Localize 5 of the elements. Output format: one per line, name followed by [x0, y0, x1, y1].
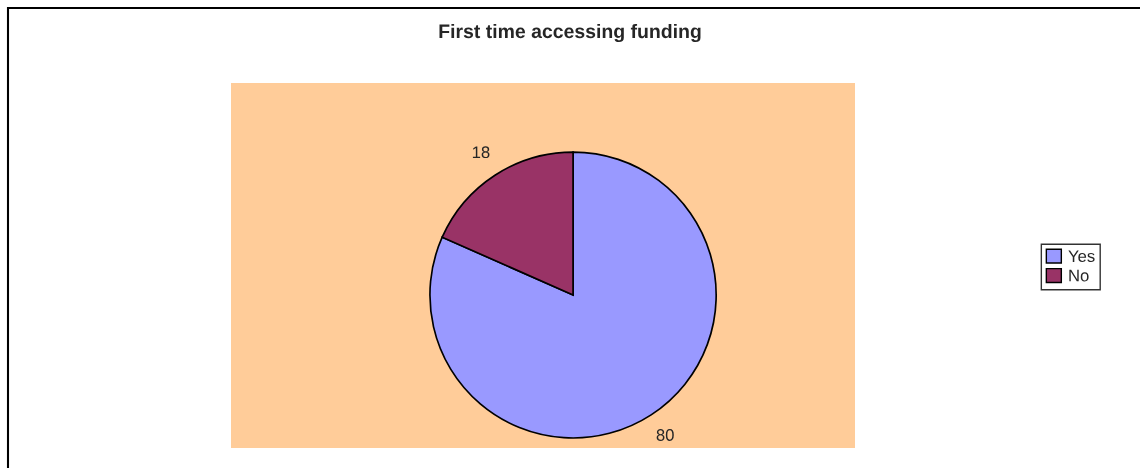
data-label: 80	[656, 429, 674, 441]
chart-title: First time accessing funding	[439, 23, 701, 43]
data-label: 18	[472, 146, 490, 159]
legend-label: Yes	[1068, 250, 1095, 263]
legend-label: No	[1069, 269, 1089, 282]
